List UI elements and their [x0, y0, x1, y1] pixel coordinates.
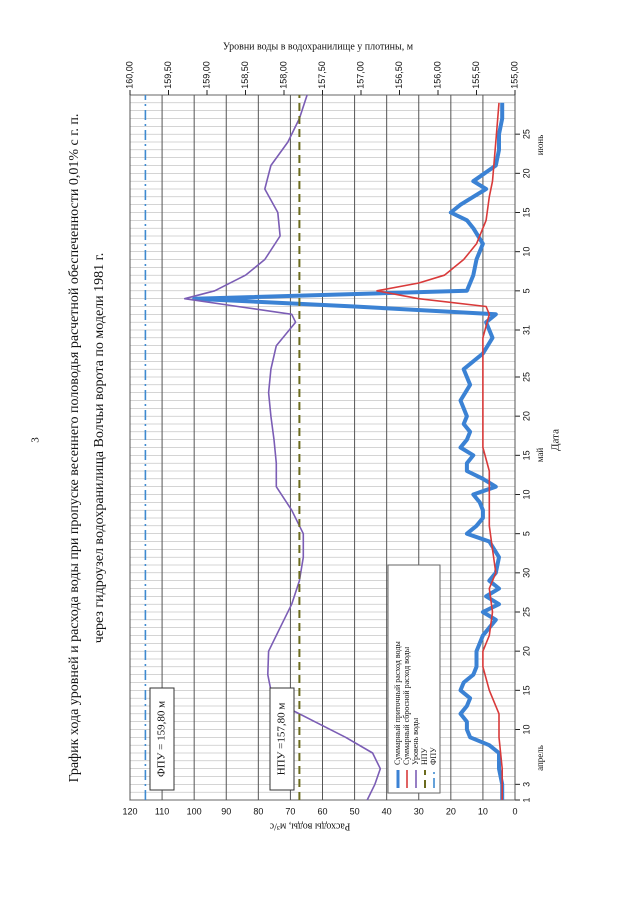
y-axis-label: Расходы воды, м³/с — [269, 821, 350, 832]
legend-box — [387, 564, 441, 794]
y-tick-label: 70 — [285, 806, 295, 816]
y-tick-label: 0 — [512, 806, 517, 816]
legend-label: Суммарный приточный расход воды — [393, 641, 402, 765]
y2-tick-label: 155,50 — [471, 61, 481, 89]
month-label: апрель — [535, 745, 545, 771]
x-tick-label: 25 — [521, 372, 531, 382]
y2-tick-label: 158,00 — [278, 61, 288, 89]
x-axis-label: Дата — [550, 429, 562, 451]
x-tick-label: 31 — [521, 325, 531, 335]
y-tick-label: 60 — [317, 806, 327, 816]
x-tick-label: 20 — [521, 411, 531, 421]
annotation: НПУ =157,80 м — [276, 703, 288, 776]
y-tick-label: 110 — [155, 806, 169, 816]
y2-tick-label: 159,50 — [163, 61, 173, 89]
series-line — [376, 102, 503, 800]
plot-area: 1 3 10 15 20 25 30 5 10 15 20 25 31 5 10 15 20 25 0 10 20 30 4… — [122, 61, 531, 816]
y-tick-label: 80 — [253, 806, 263, 816]
x-tick-label: 1 — [521, 797, 531, 802]
page-number: 3 — [30, 437, 42, 443]
x-tick-label: 30 — [521, 568, 531, 578]
y-tick-label: 30 — [414, 806, 424, 816]
x-tick-label: 10 — [521, 724, 531, 734]
y-tick-label: 40 — [382, 806, 392, 816]
y-tick-label: 10 — [478, 806, 488, 816]
y2-tick-label: 157,00 — [355, 61, 365, 89]
legend-label: Суммарный сбросной расход воды — [402, 646, 411, 765]
x-tick-label: 15 — [521, 685, 531, 695]
x-tick-label: 10 — [521, 489, 531, 499]
y2-axis-label: Уровни воды в водохранилище у плотины, м — [223, 41, 414, 52]
y2-tick-label: 160,00 — [124, 61, 134, 89]
x-tick-label: 25 — [521, 129, 531, 139]
month-label: июнь — [535, 135, 545, 155]
legend-label: Уровень воды — [411, 717, 420, 765]
series-line — [192, 102, 505, 800]
x-tick-label: 15 — [521, 450, 531, 460]
y2-tick-label: 159,00 — [201, 61, 211, 89]
annotation-box — [269, 687, 295, 791]
y-tick-label: 100 — [187, 806, 202, 816]
x-tick-label: 10 — [521, 247, 531, 257]
y2-tick-label: 158,50 — [240, 61, 250, 89]
annotation: ФПУ = 159,80 м — [156, 701, 168, 777]
y-tick-label: 90 — [221, 806, 231, 816]
y-tick-label: 50 — [350, 806, 360, 816]
x-tick-label: 25 — [521, 607, 531, 617]
y2-tick-label: 157,50 — [317, 61, 327, 89]
x-tick-label: 20 — [521, 646, 531, 656]
y-tick-label: 20 — [446, 806, 456, 816]
y-tick-label: 120 — [122, 806, 137, 816]
legend: Суммарный приточный расход воды Суммарный… — [387, 564, 441, 794]
legend-label: НПУ — [420, 747, 429, 765]
annotation-box — [149, 687, 175, 791]
legend-label: ФПУ — [429, 747, 438, 765]
y2-tick-label: 155,00 — [509, 61, 519, 89]
x-tick-label: 5 — [521, 531, 531, 536]
x-tick-label: 3 — [521, 782, 531, 787]
chart-subtitle: через гидроузел водохранилища Волчьи вор… — [92, 253, 107, 644]
x-tick-label: 15 — [521, 207, 531, 217]
month-label: май — [535, 448, 545, 463]
x-tick-label: 5 — [521, 288, 531, 293]
x-tick-label: 20 — [521, 168, 531, 178]
y2-tick-label: 156,50 — [394, 61, 404, 89]
y2-tick-label: 156,00 — [432, 61, 442, 89]
chart-title: График хода уровней и расхода воды при п… — [67, 114, 82, 783]
